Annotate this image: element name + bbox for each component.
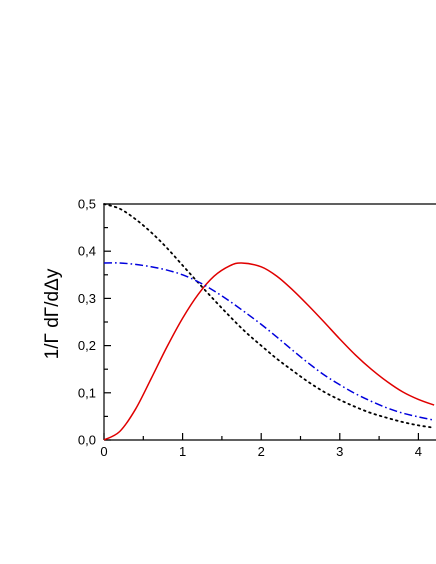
axis-ticks	[103, 203, 419, 441]
x-tick-label: 2	[258, 444, 265, 459]
series-solid-line	[103, 262, 435, 441]
series-dotted-line	[103, 203, 436, 429]
y-tick-label: 0,4	[78, 244, 96, 259]
y-tick-label: 0,3	[78, 291, 96, 306]
y-tick-label: 0,0	[78, 433, 96, 448]
x-tick-label: 1	[179, 444, 186, 459]
y-tick-label: 0,2	[78, 338, 96, 353]
y-tick-label: 0,1	[78, 385, 96, 400]
plot-frame	[103, 203, 436, 441]
x-tick-label: 4	[415, 444, 422, 459]
x-tick-label: 0	[100, 444, 107, 459]
x-tick-label: 3	[336, 444, 343, 459]
y-axis-label: 1/Γ dΓ/dΔy	[42, 268, 63, 359]
tick-labels: 0 1 2 3 4 0,0 0,1 0,2 0,3 0,4 0,5	[78, 197, 422, 460]
y-tick-label: 0,5	[78, 197, 96, 212]
data-series	[103, 203, 436, 441]
series-dashdot-line	[103, 262, 435, 421]
